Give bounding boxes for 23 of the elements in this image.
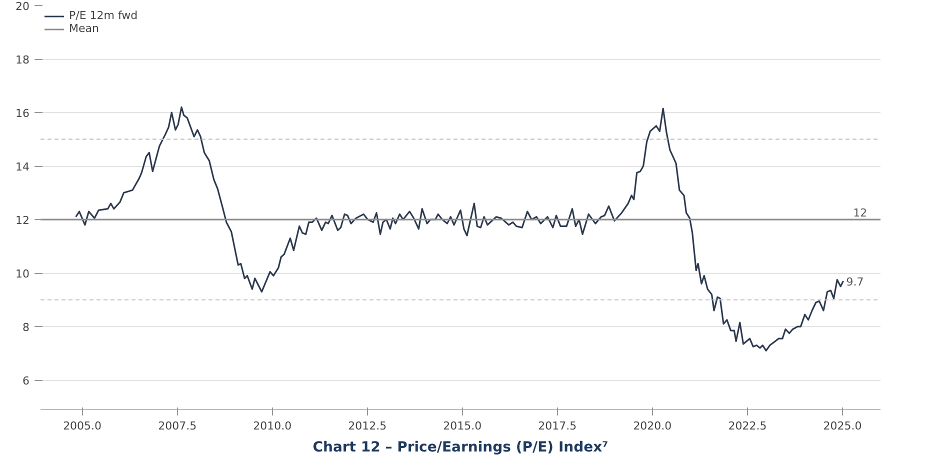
y-tick-label: 20 xyxy=(16,0,30,13)
annotation: 9.7 xyxy=(846,276,864,289)
annotation: 12 xyxy=(853,206,868,220)
y-tick-label: 18 xyxy=(16,54,30,67)
x-tick-label: 2005.0 xyxy=(63,420,102,432)
y-tick-label: 10 xyxy=(16,268,30,281)
legend-label: Mean xyxy=(69,22,99,35)
x-tick-label: 2020.0 xyxy=(633,420,672,432)
y-tick-label: 6 xyxy=(22,374,30,388)
y-tick-label: 14 xyxy=(16,160,30,174)
x-tick-label: 2012.5 xyxy=(348,420,387,432)
line-series xyxy=(75,106,844,352)
y-tick-label: 8 xyxy=(22,321,30,334)
y-tick-label: 16 xyxy=(16,107,30,120)
text: Chart 12 – Price/Earnings (P/E) Index⁷ xyxy=(312,440,608,456)
x-tick-label: 2007.5 xyxy=(158,420,197,432)
y-tick-label: 12 xyxy=(16,214,30,228)
legend-label: P/E 12m fwd xyxy=(69,9,138,22)
x-tick-label: 2017.5 xyxy=(538,420,577,432)
x-tick-label: 2010.0 xyxy=(253,420,292,432)
x-tick-label: 2025.0 xyxy=(823,420,862,432)
x-tick-label: 2022.5 xyxy=(728,420,767,432)
x-tick-label: 2015.0 xyxy=(443,420,482,432)
